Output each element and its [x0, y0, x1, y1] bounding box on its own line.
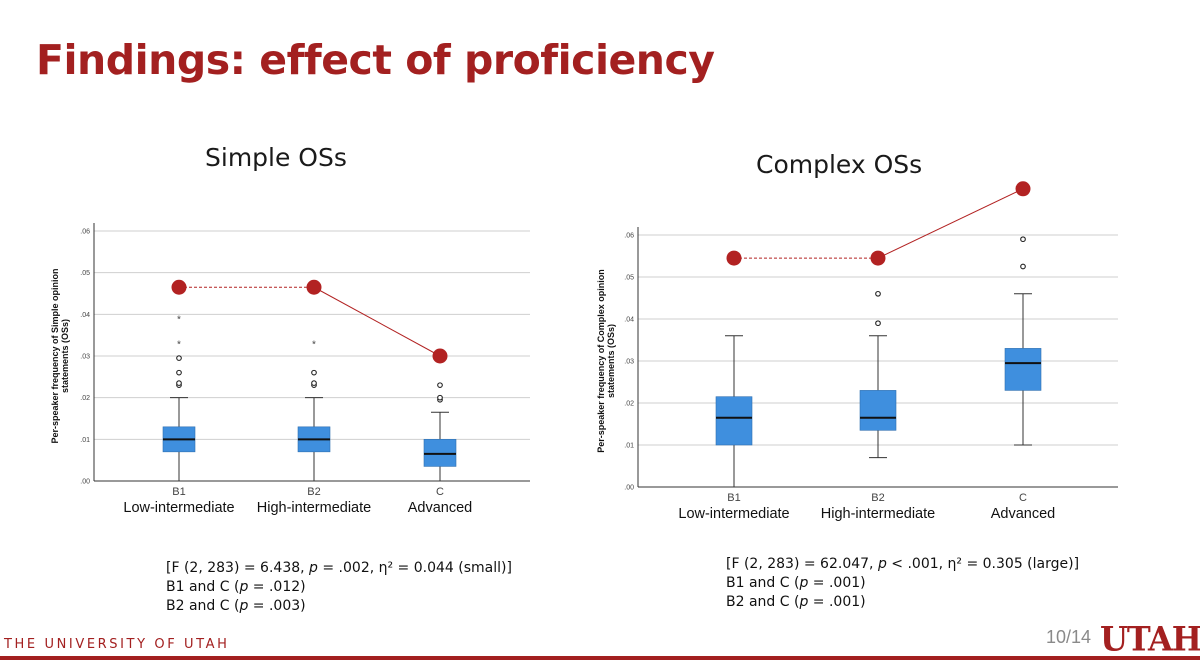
outlier-point	[176, 369, 182, 376]
category-label: B2	[871, 492, 884, 504]
simple-stats-line-1: [F (2, 283) = 6.438, p = .002, η² = 0.04…	[166, 560, 512, 576]
y-tick-label: .00	[624, 485, 634, 492]
extreme-point: *	[312, 340, 316, 351]
simple-stats-line-2: B1 and C (p = .012)	[166, 579, 306, 595]
category-label: B2	[307, 486, 320, 498]
group-label: High-intermediate	[821, 506, 935, 522]
trend-dot	[870, 250, 886, 266]
outlier-point	[1020, 236, 1026, 243]
category-label: C	[436, 486, 444, 498]
utah-logo: UTAH	[1100, 619, 1200, 659]
complex-stats-line-2: B1 and C (p = .001)	[726, 575, 866, 591]
group-label: High-intermediate	[257, 500, 371, 516]
y-tick-label: .03	[80, 354, 90, 361]
trend-line	[877, 188, 1024, 259]
trend-dot	[1015, 181, 1031, 197]
outlier-point	[875, 320, 881, 327]
outlier-point	[875, 290, 881, 297]
y-tick-label: .02	[80, 395, 90, 402]
box	[715, 396, 753, 446]
trend-line	[313, 286, 441, 357]
y-tick-label: .03	[624, 359, 634, 366]
y-axis-label: statements (OSs)	[60, 319, 70, 393]
extreme-point: *	[177, 340, 181, 351]
y-axis-label: Per-speaker frequency of Complex opinion	[596, 269, 606, 453]
y-tick-label: .04	[624, 317, 634, 324]
group-label: Low-intermediate	[123, 500, 234, 516]
complex-stats-line-3: B2 and C (p = .001)	[726, 594, 866, 610]
group-label: Advanced	[408, 500, 473, 516]
group-label: Advanced	[991, 506, 1056, 522]
outlier-point	[437, 394, 443, 401]
y-axis-label: Per-speaker frequency of Simple opinion	[50, 268, 60, 443]
trend-dot	[171, 279, 187, 295]
y-tick-label: .02	[624, 401, 634, 408]
outlier-point	[176, 355, 182, 361]
y-tick-label: .05	[624, 275, 634, 282]
complex-stats: [F (2, 283) = 62.047, p < .001, η² = 0.3…	[726, 555, 1079, 612]
y-tick-label: .01	[80, 437, 90, 444]
complex-chart-title: Complex OSs	[756, 150, 923, 179]
y-tick-label: .06	[624, 233, 634, 240]
university-name: THE UNIVERSITY OF UTAH	[4, 637, 230, 652]
group-label: Low-intermediate	[678, 506, 789, 522]
category-label: B1	[727, 492, 740, 504]
simple-stats: [F (2, 283) = 6.438, p = .002, η² = 0.04…	[166, 559, 512, 616]
extreme-point: *	[177, 315, 181, 326]
complex-stats-line-1: [F (2, 283) = 62.047, p < .001, η² = 0.3…	[726, 556, 1080, 572]
y-tick-label: .06	[80, 229, 90, 236]
category-label: B1	[172, 486, 185, 498]
outlier-point	[311, 380, 317, 386]
simple-chart-title: Simple OSs	[205, 143, 347, 172]
y-tick-label: .00	[80, 479, 90, 486]
box	[423, 439, 457, 467]
box	[1004, 348, 1042, 391]
simple-os-boxplot: .00 .01 .02 .03 .04 .05 .06 Per-speaker frequen…	[50, 223, 530, 516]
trend-dot	[432, 348, 448, 364]
box	[859, 390, 897, 431]
y-axis-label: statements (OSs)	[606, 324, 616, 398]
y-tick-label: .05	[80, 270, 90, 277]
page-number: 10/14	[1046, 627, 1092, 647]
outlier-point	[437, 382, 443, 389]
category-label: C	[1019, 492, 1027, 504]
y-tick-label: .04	[80, 312, 90, 319]
outlier-point	[1020, 263, 1026, 270]
trend-dot	[306, 279, 322, 295]
footer-rule	[0, 656, 1200, 660]
complex-os-boxplot: .00 .01 .02 .03 .04 .05 .06 Per-speaker frequen…	[596, 181, 1118, 522]
outlier-point	[311, 369, 317, 376]
y-tick-label: .01	[624, 443, 634, 450]
outlier-point	[176, 380, 182, 386]
slide-title: Findings: effect of proficiency	[36, 36, 715, 84]
trend-dot	[726, 250, 742, 266]
simple-stats-line-3: B2 and C (p = .003)	[166, 598, 306, 614]
